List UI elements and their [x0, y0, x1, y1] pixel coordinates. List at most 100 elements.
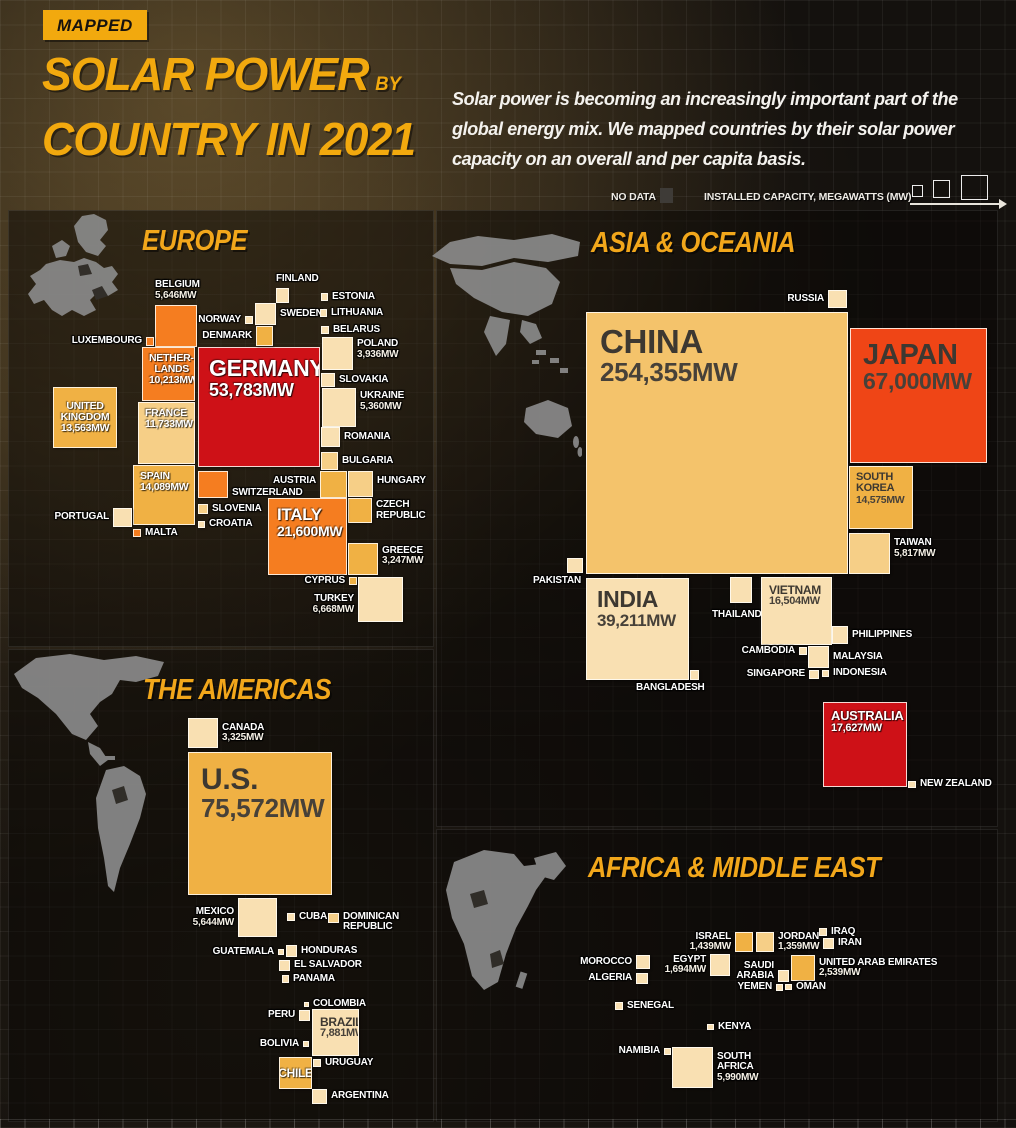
tile-senegal [615, 1002, 623, 1010]
capacity-scale-square-large [961, 175, 988, 200]
tile-iran [823, 938, 834, 949]
label-france: FRANCE 11,733MW [145, 407, 193, 430]
title-line-2: COUNTRY IN 2021 [42, 113, 416, 165]
tile-u-s: U.S. 75,572MW [188, 752, 332, 895]
tile-yemen [776, 984, 783, 991]
label-switzerland: SWITZERLAND [232, 487, 303, 499]
label-finland: FINLAND [276, 272, 319, 284]
label-pakistan: PAKISTAN [532, 575, 581, 587]
subtitle-line: capacity on an overall and per capita ba… [452, 149, 806, 169]
capacity-scale-square-small [912, 185, 923, 197]
tile-malta [133, 529, 141, 537]
tile-cuba [287, 913, 295, 921]
label-lithuania: LITHUANIA [331, 306, 384, 318]
title-line-1: SOLAR POWER BY [42, 48, 401, 100]
label-kenya: KENYA [718, 1020, 752, 1032]
tile-lithuania [320, 309, 327, 317]
tile-chile: CHILE [279, 1057, 312, 1089]
label-argentina: ARGENTINA [331, 1090, 389, 1102]
label-austria: AUSTRIA [272, 475, 316, 487]
label-cuba: CUBA [299, 910, 328, 922]
label-uruguay: URUGUAY [325, 1056, 374, 1068]
tile-slovenia [198, 504, 208, 514]
label-israel: ISRAEL 1,439MW [689, 930, 732, 952]
tile-jordan [756, 932, 774, 952]
tile-south-africa [672, 1047, 713, 1088]
section-title-asia-oceania: ASIA & OCEANIA [591, 227, 796, 259]
tile-singapore [809, 670, 819, 679]
label-romania: ROMANIA [344, 430, 391, 442]
label-dominican-republic: DOMINICAN REPUBLIC [343, 910, 399, 932]
label-chile: CHILE [280, 1065, 311, 1080]
page-title: SOLAR POWER BY COUNTRY IN 2021 [42, 47, 416, 167]
americas-map-silhouette [14, 654, 164, 892]
tile-poland [322, 337, 353, 370]
label-united-arab-emirates: UNITED ARAB EMIRATES 2,539MW [819, 956, 938, 978]
tile-finland [276, 288, 289, 303]
tile-argentina [312, 1089, 327, 1104]
tile-bangladesh [690, 670, 699, 680]
label-guatemala: GUATEMALA [212, 945, 275, 957]
tile-austria [320, 471, 347, 498]
tile-france: FRANCE 11,733MW [138, 402, 195, 464]
capacity-label: INSTALLED CAPACITY, MEGAWATTS (MW) [704, 191, 912, 203]
tile-united-arab-emirates [791, 955, 815, 981]
label-italy: ITALY 21,600MW [277, 505, 343, 539]
label-turkey: TURKEY 6,668MW [312, 593, 355, 615]
tile-uruguay [313, 1059, 321, 1067]
tile-vietnam: VIETNAM 16,504MW [761, 577, 832, 645]
section-title-americas: THE AMERICAS [143, 674, 332, 706]
bottom-grid-strip [0, 1119, 1016, 1128]
label-japan: JAPAN 67,000MW [863, 339, 972, 395]
tile-oman [785, 984, 792, 990]
label-greece: GREECE 3,247MW [382, 544, 424, 566]
tile-denmark [256, 326, 273, 346]
tile-india: INDIA 39,211MW [586, 578, 689, 680]
tile-portugal [113, 508, 132, 527]
tile-japan: JAPAN 67,000MW [850, 328, 987, 463]
label-el-salvador: EL SALVADOR [294, 959, 362, 971]
tile-honduras [286, 945, 297, 957]
label-senegal: SENEGAL [627, 999, 674, 1011]
tile-el-salvador [279, 960, 290, 971]
tile-russia [828, 290, 847, 308]
tile-taiwan [849, 533, 890, 574]
tile-germany: GERMANY 53,783MW [198, 347, 320, 467]
subtitle: Solar power is becoming an increasingly … [452, 84, 1016, 174]
label-bangladesh: BANGLADESH [636, 682, 705, 693]
tile-colombia [304, 1002, 309, 1007]
tile-belarus [321, 326, 329, 334]
africa-middle-east-map-silhouette [446, 850, 566, 990]
label-croatia: CROATIA [209, 518, 253, 530]
tile-mexico [238, 898, 277, 937]
label-egypt: EGYPT 1,694MW [664, 953, 707, 975]
label-algeria: ALGERIA [588, 972, 632, 984]
label-colombia: COLOMBIA [313, 998, 366, 1010]
label-jordan: JORDAN 1,359MW [778, 930, 820, 952]
tile-israel [735, 932, 753, 952]
tile-namibia [664, 1048, 671, 1055]
label-slovenia: SLOVENIA [212, 502, 262, 514]
subtitle-line: global energy mix. We mapped countries b… [452, 119, 955, 139]
tile-dominican-republic [328, 913, 339, 923]
label-bolivia: BOLIVIA [259, 1037, 299, 1049]
label-ukraine: UKRAINE 5,360MW [360, 390, 405, 412]
label-thailand: THAILAND [712, 609, 762, 620]
label-cyprus: CYPRUS [304, 574, 346, 586]
label-estonia: ESTONIA [332, 290, 375, 302]
label-portugal: PORTUGAL [54, 511, 109, 523]
label-india: INDIA 39,211MW [597, 586, 676, 630]
mapped-badge: MAPPED [43, 10, 147, 40]
tile-spain: SPAIN 14,089MW [133, 465, 195, 525]
tile-romania [321, 427, 340, 447]
tile-hungary [348, 471, 373, 497]
label-czech-republic: CZECH REPUBLIC [376, 499, 426, 521]
tile-morocco [636, 955, 650, 969]
label-mexico: MEXICO 5,644MW [192, 906, 235, 928]
no-data-label: NO DATA [611, 191, 656, 203]
label-yemen: YEMEN [737, 981, 772, 993]
label-spain: SPAIN 14,089MW [140, 470, 189, 493]
label-panama: PANAMA [293, 972, 335, 984]
